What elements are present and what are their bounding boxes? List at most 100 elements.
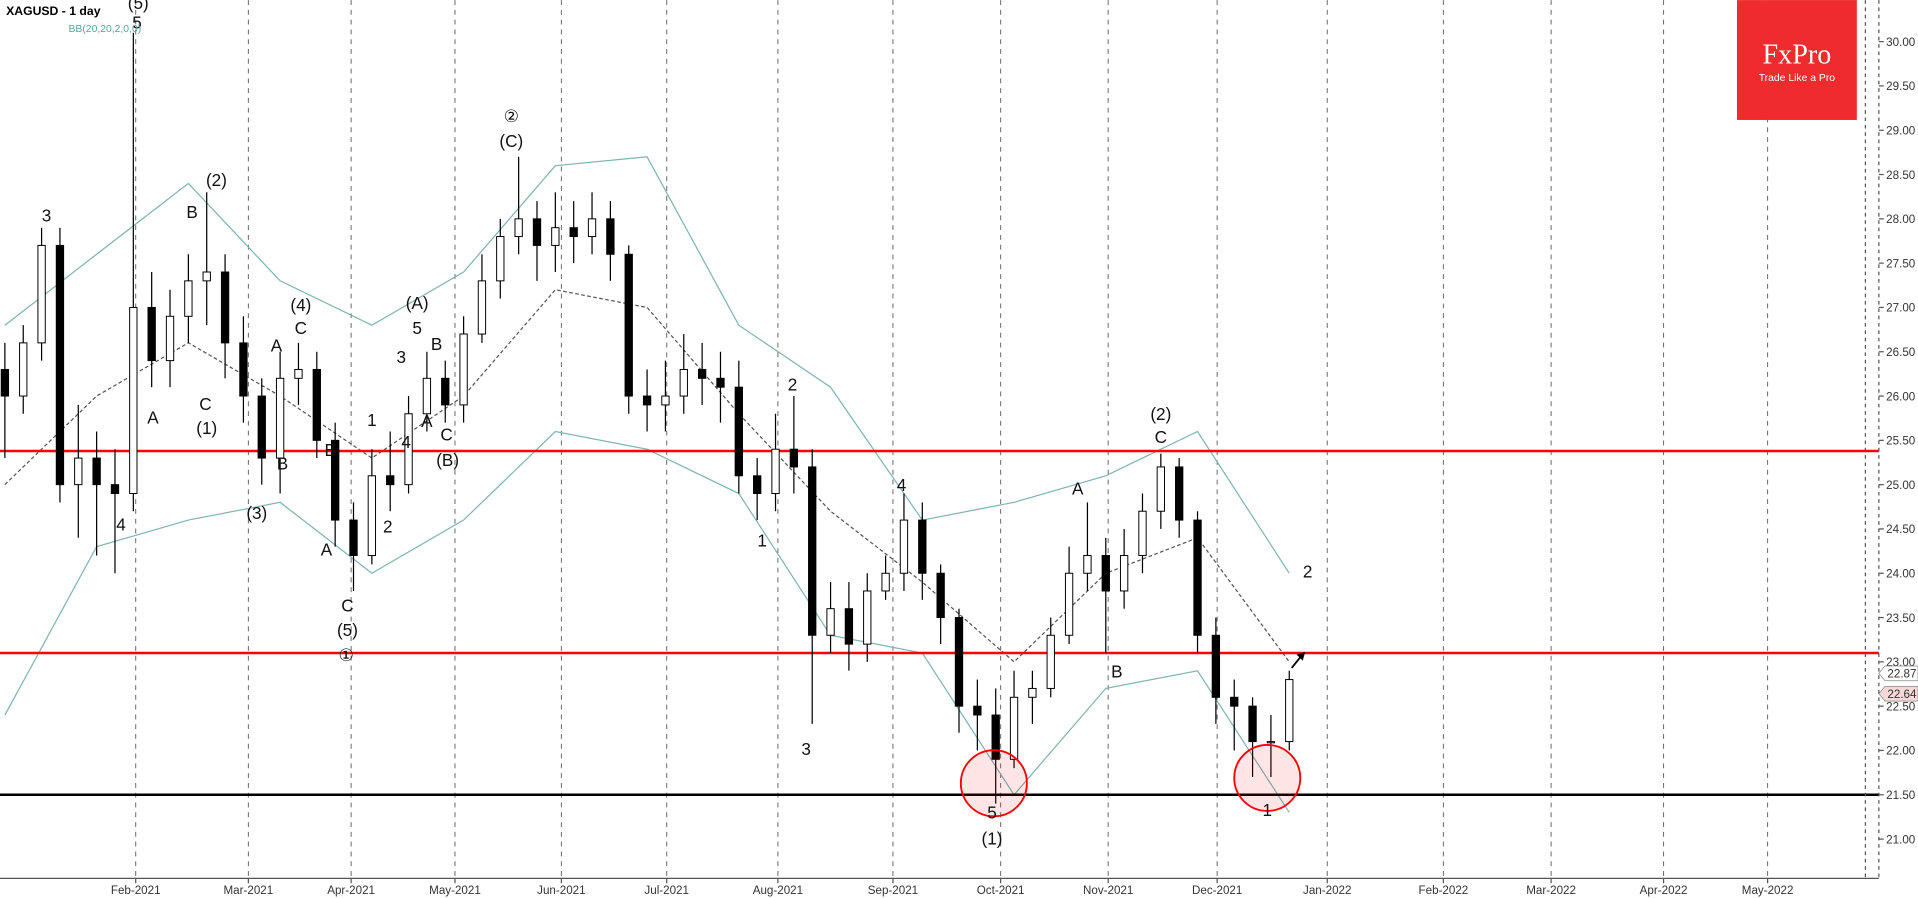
wave-label: C xyxy=(1155,428,1167,447)
candle-body xyxy=(257,395,266,459)
logo-tagline: Trade Like a Pro xyxy=(1759,73,1836,84)
wave-label: 2 xyxy=(788,376,798,395)
candle-body xyxy=(753,475,762,494)
candle-body xyxy=(587,218,597,238)
candle-body xyxy=(331,439,340,521)
candle-body xyxy=(110,484,120,494)
y-tick-label: 28.50 xyxy=(1886,169,1915,182)
wave-label: (4) xyxy=(290,296,311,315)
y-tick-label: 27.50 xyxy=(1886,257,1915,270)
candle-body xyxy=(1138,510,1147,557)
candle-body xyxy=(642,395,652,406)
x-tick-label: Jul-2021 xyxy=(644,884,689,897)
candle-body xyxy=(1064,572,1074,636)
y-tick-label: 21.50 xyxy=(1886,789,1915,802)
candle-body xyxy=(661,395,670,406)
candle-body xyxy=(422,377,432,415)
price-tag-label: 22.87 xyxy=(1887,668,1916,681)
forecast-arrowhead xyxy=(1296,652,1306,661)
wave-label: 3 xyxy=(42,206,52,225)
wave-label: A xyxy=(1072,479,1084,498)
y-tick-label: 30.00 xyxy=(1886,36,1915,49)
y-tick-label: 27.00 xyxy=(1886,302,1915,315)
x-tick-label: Oct-2021 xyxy=(977,884,1025,897)
wave-label: 3 xyxy=(396,348,406,367)
candle-body xyxy=(1193,519,1202,636)
candle-body xyxy=(918,519,927,574)
candle-body xyxy=(1266,741,1276,744)
wave-label: (2) xyxy=(1150,405,1171,424)
band-upper xyxy=(4,156,1290,574)
candle-body xyxy=(789,448,799,468)
candle-body xyxy=(1175,466,1184,521)
candle-body xyxy=(19,342,28,397)
forecast-arrow xyxy=(1290,655,1303,669)
plot-layer: 22.8722.643(5)5A4(2)BC(1)(3)B(4)CABAC(5)… xyxy=(0,0,1918,848)
price-tag xyxy=(1878,665,1918,682)
wave-label: 2 xyxy=(1303,563,1313,582)
wave-label: (1) xyxy=(982,829,1003,848)
candle-body xyxy=(202,271,211,282)
candle-body xyxy=(367,475,377,557)
wave-label: C xyxy=(295,319,307,338)
price-tag xyxy=(1878,686,1918,702)
candle-body xyxy=(275,377,285,459)
wave-label: (A) xyxy=(406,294,429,313)
candle-body xyxy=(129,306,138,494)
candle-body xyxy=(771,448,780,494)
wave-label: (B) xyxy=(436,451,459,470)
y-tick-label: 29.50 xyxy=(1886,80,1915,93)
candle-body xyxy=(1083,555,1092,574)
candle-body xyxy=(697,368,707,379)
wave-label: 5 xyxy=(412,319,422,338)
candle-body xyxy=(477,280,487,335)
x-tick-label: Apr-2021 xyxy=(327,884,375,897)
wave-label: B xyxy=(324,441,335,460)
x-tick-label: Nov-2021 xyxy=(1083,884,1133,897)
wave-label: 4 xyxy=(401,433,411,452)
wave-label: 5 xyxy=(132,13,142,32)
candle-body xyxy=(165,315,175,362)
candle-body xyxy=(404,413,413,486)
candle-body xyxy=(991,714,1000,760)
wave-label: 4 xyxy=(116,516,126,535)
y-tick-label: 28.00 xyxy=(1886,213,1915,226)
x-tick-label: Feb-2022 xyxy=(1419,884,1469,897)
candle-body xyxy=(37,244,46,344)
candle-body xyxy=(92,457,101,486)
x-tick-label: Sep-2021 xyxy=(868,884,918,897)
candle-body xyxy=(826,608,835,636)
candle-body xyxy=(1248,705,1257,743)
wave-label: (C) xyxy=(499,132,523,151)
x-tick-label: Feb-2021 xyxy=(111,884,161,897)
candle-body xyxy=(936,572,945,619)
wave-label: A xyxy=(421,412,433,431)
candle-body xyxy=(1046,634,1055,689)
y-tick-label: 24.50 xyxy=(1886,523,1915,536)
candle-body xyxy=(441,377,450,406)
grid-layer: Feb-2021 Mar-2021 Apr-2021 May-2021 Jun-2021… xyxy=(111,0,1915,897)
y-tick-label: 22.00 xyxy=(1886,745,1915,758)
logo-name: FxPro xyxy=(1763,40,1832,71)
wave-label: B xyxy=(431,335,442,354)
y-tick-label: 21.00 xyxy=(1886,833,1915,846)
candle-body xyxy=(514,218,523,238)
candle-body xyxy=(606,218,615,255)
logo-box xyxy=(1736,0,1857,120)
y-tick-label: 29.00 xyxy=(1886,125,1915,138)
wave-label: (5) xyxy=(128,0,149,13)
candle-body xyxy=(532,218,542,246)
candle-body xyxy=(496,236,505,282)
candle-body xyxy=(459,333,468,406)
wave-label: B xyxy=(277,454,288,473)
candle-body xyxy=(716,377,725,388)
y-tick-label: 26.50 xyxy=(1886,346,1915,359)
candle-body xyxy=(147,306,156,362)
y-tick-label: 25.50 xyxy=(1886,435,1915,448)
highlight-circle xyxy=(1233,743,1302,812)
candle-body xyxy=(734,386,743,477)
candle-body xyxy=(569,227,578,238)
